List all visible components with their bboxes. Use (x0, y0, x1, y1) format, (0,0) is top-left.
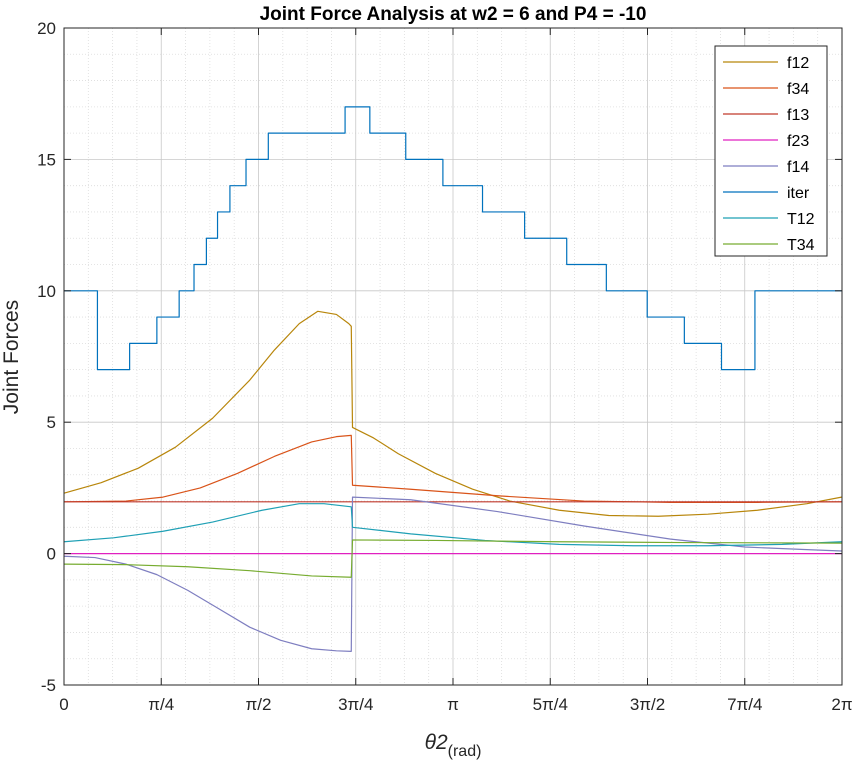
legend: f12 f34 f13 f23 f14 iter T12 T34 (714, 45, 828, 257)
legend-label-f12: f12 (787, 55, 809, 72)
series-layer (63, 106, 842, 652)
series-line-t12 (63, 503, 842, 547)
legend-box (714, 45, 828, 257)
x-tick-label: 0 (59, 695, 68, 714)
legend-label-iter: iter (787, 185, 810, 202)
series-line-f14 (63, 496, 842, 652)
x-tick-label: 5π/4 (533, 695, 568, 714)
legend-label-f13: f13 (787, 107, 809, 124)
y-tick-label: 0 (47, 545, 56, 564)
x-axis-label-sub: (rad) (448, 743, 482, 760)
x-tick-label: π/4 (148, 695, 174, 714)
y-tick-label: 5 (47, 413, 56, 432)
x-tick-label: 3π/4 (338, 695, 373, 714)
x-tick-label: π/2 (246, 695, 272, 714)
legend-label-t12: T12 (787, 211, 815, 228)
x-axis-label: θ2(rad) (425, 731, 482, 760)
legend-label-f23: f23 (787, 133, 809, 150)
series-line-f12 (63, 310, 842, 517)
y-ticks: -5 0 5 10 15 20 (37, 19, 842, 695)
y-tick-label: -5 (41, 676, 56, 695)
minor-grid (64, 28, 842, 685)
y-tick-label: 20 (37, 19, 56, 38)
series-line-iter (64, 106, 842, 371)
legend-label-t34: T34 (787, 237, 815, 254)
legend-label-f14: f14 (787, 159, 809, 176)
x-tick-label: π (447, 695, 459, 714)
legend-label-f34: f34 (787, 81, 809, 98)
x-ticks: 0 π/4 π/2 3π/4 π 5π/4 3π/2 7π/4 2π (59, 28, 853, 714)
x-tick-label: 7π/4 (727, 695, 762, 714)
y-tick-label: 15 (37, 150, 56, 169)
x-tick-label: 2π (831, 695, 852, 714)
chart-title: Joint Force Analysis at w2 = 6 and P4 = … (260, 4, 647, 25)
y-tick-label: 10 (37, 282, 56, 301)
x-tick-label: 3π/2 (630, 695, 665, 714)
series-line-t34 (63, 539, 842, 578)
y-axis-label: Joint Forces (0, 300, 23, 414)
x-axis-label-main: θ2 (425, 731, 448, 754)
